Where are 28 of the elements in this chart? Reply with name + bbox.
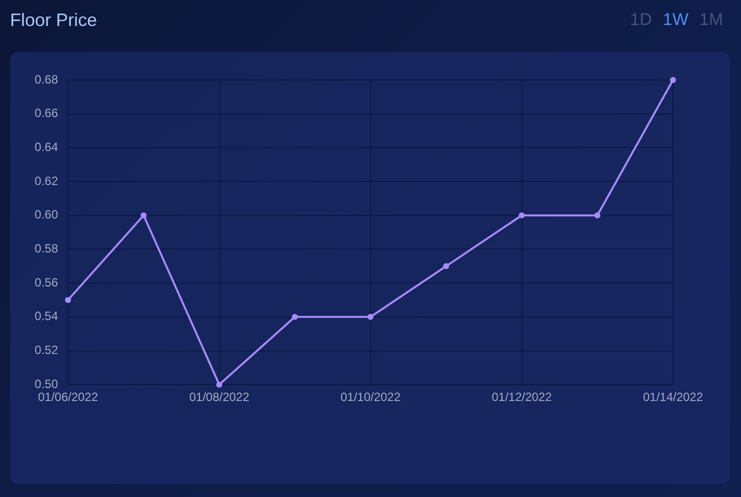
x-tick-label: 01/14/2022 bbox=[642, 390, 704, 404]
point bbox=[518, 212, 525, 218]
point bbox=[216, 382, 222, 388]
x-tick-label: 01/08/2022 bbox=[189, 390, 250, 404]
y-tick-label: 0.54 bbox=[34, 309, 58, 324]
y-tick-label: 0.68 bbox=[34, 72, 58, 86]
text: 1D bbox=[630, 10, 652, 29]
chart-title: Floor Price bbox=[10, 9, 98, 31]
point bbox=[65, 296, 71, 303]
text: 1M bbox=[699, 10, 723, 29]
x-tick-label: 01/10/2022 bbox=[340, 390, 401, 404]
point bbox=[594, 212, 600, 218]
y-tick-label: 0.58 bbox=[34, 242, 58, 256]
point bbox=[368, 314, 374, 320]
point bbox=[292, 314, 298, 320]
y-tick-label: 0.56 bbox=[34, 275, 58, 290]
y-tick-label: 0.60 bbox=[34, 208, 58, 222]
y-tick-label: 0.62 bbox=[34, 174, 58, 188]
x-tick-label: 01/12/2022 bbox=[492, 390, 552, 404]
x-tick-label: 01/06/2022 bbox=[38, 390, 98, 404]
point bbox=[140, 212, 147, 218]
y-tick-label: 0.66 bbox=[34, 106, 58, 120]
y-tick-label: 0.64 bbox=[34, 140, 58, 154]
text: 1W bbox=[662, 10, 688, 29]
point bbox=[443, 263, 450, 270]
point bbox=[670, 77, 676, 83]
y-tick-label: 0.52 bbox=[34, 343, 58, 358]
y-tick-label: 0.50 bbox=[34, 376, 58, 391]
